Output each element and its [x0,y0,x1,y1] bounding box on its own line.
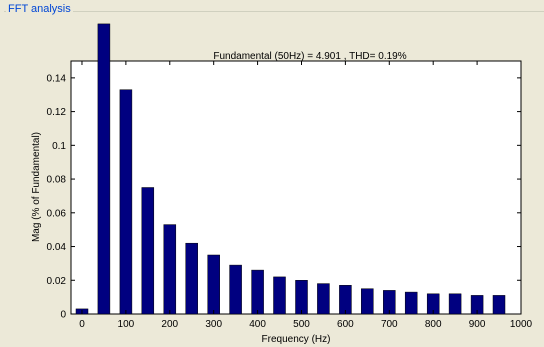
fft-analysis-panel [4,11,544,347]
bar-550hz [317,283,330,315]
x-tick-label: 400 [249,319,266,330]
y-tick-label: 0.14 [47,73,67,84]
bar-600hz [339,285,352,315]
bar-450hz [273,276,286,315]
x-tick-label: 500 [293,319,310,330]
x-tick-label: 600 [337,319,354,330]
y-tick-label: 0.12 [47,107,67,118]
bar-250hz [185,242,198,315]
y-tick-label: 0.04 [47,242,67,253]
y-axis-label: Mag (% of Fundamental) [31,132,42,242]
y-tick-label: 0.1 [52,141,66,152]
x-tick-label: 800 [425,319,442,330]
bar-950hz [492,295,506,315]
bar-200hz [163,224,177,315]
bar-150hz [141,187,155,315]
panel-title: FFT analysis [6,3,73,15]
bar-500hz [295,280,308,315]
bar-350hz [229,264,242,315]
chart-title: Fundamental (50Hz) = 4.901 , THD= 0.19% [213,51,406,62]
bar-300hz [207,254,220,315]
bar-50hz [97,23,111,315]
x-tick-label: 900 [469,319,486,330]
plot-area [70,60,522,315]
y-tick-label: 0.08 [47,175,67,186]
x-tick-label: 200 [161,319,178,330]
y-tick-label: 0 [60,310,66,321]
x-tick-label: 700 [381,319,398,330]
bar-650hz [361,288,374,315]
bar-750hz [404,291,418,315]
x-axis-label: Frequency (Hz) [262,334,331,344]
x-tick-label: 100 [118,319,135,330]
x-tick-label: 300 [205,319,222,330]
bar-400hz [251,269,264,315]
y-tick-label: 0.06 [47,208,67,219]
x-tick-label: 1000 [510,319,533,330]
bar-100hz [119,89,133,315]
x-tick-label: 0 [79,319,85,330]
bar-850hz [448,293,462,315]
y-tick-label: 0.02 [47,276,67,287]
